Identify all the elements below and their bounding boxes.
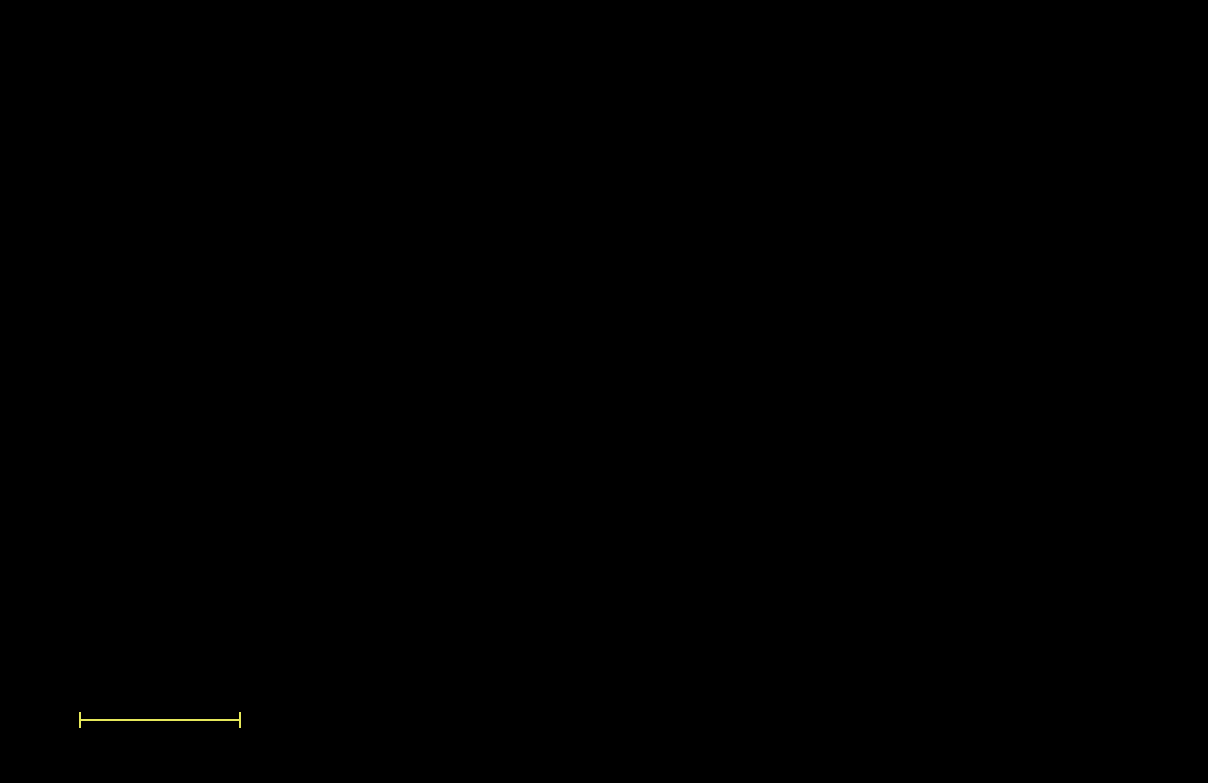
scale-bar <box>80 710 280 750</box>
intensity-map-canvas <box>0 0 1208 783</box>
figure-root <box>0 0 1208 783</box>
colorbar-gradient <box>70 140 104 630</box>
colorbar <box>70 140 104 630</box>
